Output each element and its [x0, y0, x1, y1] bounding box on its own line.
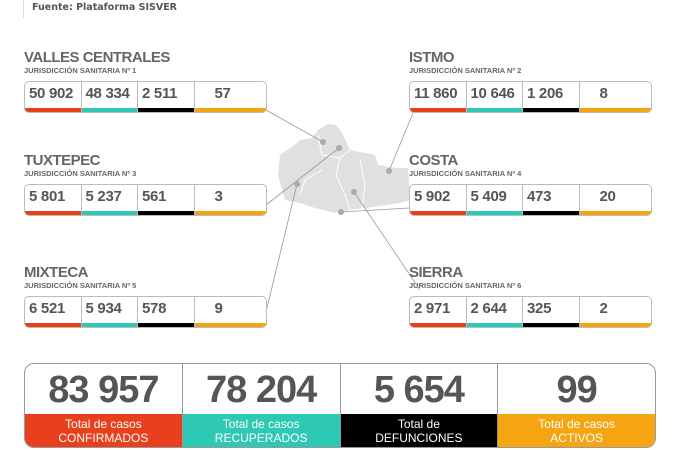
color-bar: [138, 323, 194, 327]
source-label: Fuente: Plataforma SISVER: [32, 2, 177, 13]
region-title: MIXTECA: [24, 264, 89, 281]
region-title: ISTMO: [409, 49, 455, 66]
color-bar: [523, 211, 579, 215]
color-bar: [25, 211, 81, 215]
region-card: VALLES CENTRALES JURISDICCIÓN SANITARIA …: [24, 50, 267, 113]
region-subtitle: JURISDICCIÓN SANITARIA Nº 5: [24, 281, 137, 290]
region-value: 2 644: [466, 297, 523, 327]
total-recovered: 78 204 Total de casos RECUPERADOS: [182, 364, 341, 447]
region-subtitle: JURISDICCIÓN SANITARIA Nº 4: [409, 169, 522, 178]
color-bar: [466, 323, 522, 327]
region-stats: 5 902 5 409 473 20: [409, 184, 652, 216]
color-bar: [25, 108, 81, 112]
region-title: SIERRA: [409, 264, 463, 281]
color-bar: [81, 211, 137, 215]
color-bar: [523, 108, 579, 112]
color-bar: [579, 323, 651, 327]
total-label: Total de casos: [65, 417, 142, 431]
color-bar: [410, 323, 466, 327]
region-value: 3: [194, 185, 266, 215]
color-bar: [194, 211, 266, 215]
region-value: 9: [194, 297, 266, 327]
map-point: [320, 139, 326, 145]
region-value: 473: [523, 185, 580, 215]
region-title: TUXTEPEC: [24, 152, 101, 169]
color-bar: [410, 108, 466, 112]
map-shape: [278, 124, 410, 213]
region-value: 5 902: [410, 185, 467, 215]
region-title: VALLES CENTRALES: [24, 49, 170, 66]
region-value: 50 902: [25, 82, 82, 112]
region-value: 48 334: [81, 82, 138, 112]
region-card: ISTMO JURISDICCIÓN SANITARIA Nº 2 11 860…: [409, 50, 652, 113]
total-active: 99 Total de casos ACTIVOS: [498, 364, 655, 447]
total-label: Total de: [397, 417, 440, 431]
total-label: ACTIVOS: [550, 431, 603, 445]
total-label: CONFIRMADOS: [58, 431, 149, 445]
color-bar: [138, 108, 194, 112]
region-value: 1 206: [523, 82, 580, 112]
region-value: 578: [138, 297, 195, 327]
region-stats: 2 971 2 644 325 2: [409, 296, 652, 328]
total-value: 78 204: [206, 369, 317, 411]
region-subtitle: JURISDICCIÓN SANITARIA Nº 3: [24, 169, 137, 178]
region-card: TUXTEPEC JURISDICCIÓN SANITARIA Nº 3 5 8…: [24, 153, 267, 216]
region-stats: 50 902 48 334 2 511 57: [24, 81, 267, 113]
total-value: 83 957: [48, 369, 159, 411]
map-point: [294, 181, 300, 187]
color-bar: [466, 108, 522, 112]
total-value: 99: [556, 369, 597, 411]
total-label: RECUPERADOS: [214, 431, 308, 445]
region-stats: 5 801 5 237 561 3: [24, 184, 267, 216]
color-bar: [81, 108, 137, 112]
region-value: 2: [579, 297, 651, 327]
region-value: 5 934: [81, 297, 138, 327]
color-bar: [81, 323, 137, 327]
total-value: 5 654: [373, 369, 465, 411]
map-point: [386, 168, 392, 174]
total-label: DEFUNCIONES: [375, 431, 463, 445]
region-subtitle: JURISDICCIÓN SANITARIA Nº 6: [409, 281, 522, 290]
total-label: Total de casos: [538, 417, 615, 431]
region-subtitle: JURISDICCIÓN SANITARIA Nº 2: [409, 66, 522, 75]
color-bar: [25, 323, 81, 327]
total-deaths: 5 654 Total de DEFUNCIONES: [340, 364, 499, 447]
region-value: 2 971: [410, 297, 467, 327]
region-value: 20: [579, 185, 651, 215]
region-value: 5 409: [466, 185, 523, 215]
color-bar: [194, 323, 266, 327]
total-label: Total de casos: [222, 417, 300, 431]
region-value: 5 801: [25, 185, 82, 215]
total-confirmed: 83 957 Total de casos CONFIRMADOS: [25, 364, 183, 447]
color-bar: [579, 211, 651, 215]
region-card: SIERRA JURISDICCIÓN SANITARIA Nº 6 2 971…: [409, 265, 652, 328]
color-bar: [579, 108, 651, 112]
region-value: 6 521: [25, 297, 82, 327]
region-value: 11 860: [410, 82, 467, 112]
region-card: MIXTECA JURISDICCIÓN SANITARIA Nº 5 6 52…: [24, 265, 267, 328]
color-bar: [466, 211, 522, 215]
region-value: 8: [579, 82, 651, 112]
color-bar: [138, 211, 194, 215]
region-title: COSTA: [409, 152, 458, 169]
region-value: 5 237: [81, 185, 138, 215]
totals-panel: 83 957 Total de casos CONFIRMADOS 78 204 …: [24, 363, 656, 448]
color-bar: [194, 108, 266, 112]
region-value: 10 646: [466, 82, 523, 112]
region-value: 325: [523, 297, 580, 327]
region-value: 2 511: [138, 82, 195, 112]
color-bar: [523, 323, 579, 327]
region-value: 57: [194, 82, 266, 112]
map-point: [336, 145, 342, 151]
color-bar: [410, 211, 466, 215]
divider: [23, 0, 24, 18]
map-point: [338, 209, 344, 215]
region-value: 561: [138, 185, 195, 215]
region-subtitle: JURISDICCIÓN SANITARIA Nº 1: [24, 66, 137, 75]
region-stats: 11 860 10 646 1 206 8: [409, 81, 652, 113]
region-card: COSTA JURISDICCIÓN SANITARIA Nº 4 5 902 5…: [409, 153, 652, 216]
region-stats: 6 521 5 934 578 9: [24, 296, 267, 328]
map-point: [351, 189, 357, 195]
